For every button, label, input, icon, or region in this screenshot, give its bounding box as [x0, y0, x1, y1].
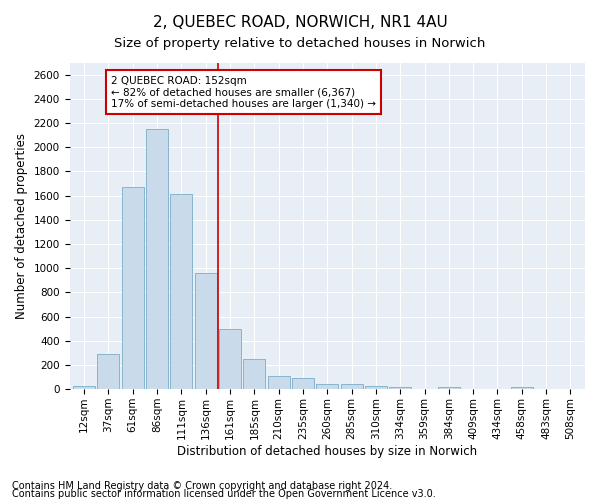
Bar — [365, 386, 387, 389]
Bar — [389, 388, 411, 389]
Bar — [244, 359, 265, 389]
Bar — [73, 386, 95, 389]
Bar — [219, 328, 241, 389]
Bar — [413, 388, 436, 389]
Bar — [170, 194, 193, 389]
Bar — [511, 388, 533, 389]
Bar — [462, 388, 484, 389]
Bar — [341, 384, 362, 389]
Bar — [195, 273, 217, 389]
Bar — [122, 187, 143, 389]
Y-axis label: Number of detached properties: Number of detached properties — [15, 133, 28, 319]
Bar — [97, 354, 119, 389]
Text: 2 QUEBEC ROAD: 152sqm
← 82% of detached houses are smaller (6,367)
17% of semi-d: 2 QUEBEC ROAD: 152sqm ← 82% of detached … — [111, 76, 376, 109]
Bar — [146, 129, 168, 389]
Bar — [268, 376, 290, 389]
Text: Contains HM Land Registry data © Crown copyright and database right 2024.: Contains HM Land Registry data © Crown c… — [12, 481, 392, 491]
Bar — [292, 378, 314, 389]
Bar — [438, 388, 460, 389]
Text: Contains public sector information licensed under the Open Government Licence v3: Contains public sector information licen… — [12, 489, 436, 499]
Bar — [316, 384, 338, 389]
Text: 2, QUEBEC ROAD, NORWICH, NR1 4AU: 2, QUEBEC ROAD, NORWICH, NR1 4AU — [152, 15, 448, 30]
Text: Size of property relative to detached houses in Norwich: Size of property relative to detached ho… — [115, 38, 485, 51]
X-axis label: Distribution of detached houses by size in Norwich: Distribution of detached houses by size … — [177, 444, 478, 458]
